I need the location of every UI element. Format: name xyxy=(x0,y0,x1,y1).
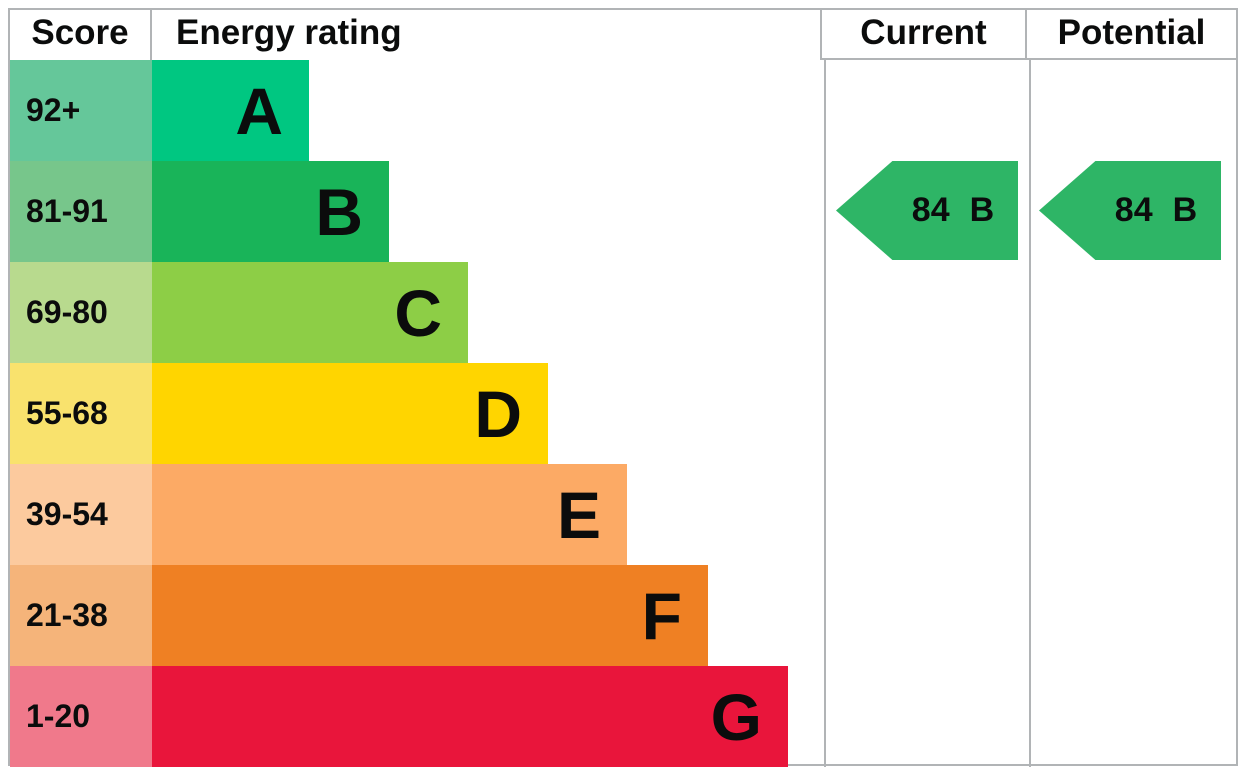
epc-table: Score Energy rating Current Potential 92… xyxy=(8,8,1238,767)
band-row-a: 92+ A xyxy=(10,60,824,161)
band-bar-g: G xyxy=(152,666,788,767)
table-body: 92+ A 81-91 B 69-80 C 55-68 D 39-54 E xyxy=(10,60,1236,767)
band-bar-d: D xyxy=(152,363,548,464)
potential-rating-arrow: 84 B xyxy=(1039,161,1221,260)
band-bar-b: B xyxy=(152,161,389,262)
band-letter: A xyxy=(235,73,283,148)
potential-rating-column: 84 B xyxy=(1029,60,1240,767)
band-bar-a: A xyxy=(152,60,309,161)
band-letter: B xyxy=(315,174,363,249)
band-row-c: 69-80 C xyxy=(10,262,824,363)
current-band-letter: B xyxy=(969,191,995,229)
score-range-label: 69-80 xyxy=(10,262,152,363)
current-rating-column: 84 B xyxy=(824,60,1029,767)
energy-rating-column-header: Energy rating xyxy=(176,13,402,52)
score-range-label: 1-20 xyxy=(10,666,152,767)
current-rating-arrow: 84 B xyxy=(836,161,1018,260)
band-row-d: 55-68 D xyxy=(10,363,824,464)
score-range-label: 92+ xyxy=(10,60,152,161)
score-range-label: 55-68 xyxy=(10,363,152,464)
band-row-e: 39-54 E xyxy=(10,464,824,565)
band-letter: D xyxy=(474,376,522,451)
band-letter: E xyxy=(556,477,601,552)
band-bar-c: C xyxy=(152,262,468,363)
band-bar-e: E xyxy=(152,464,627,565)
band-bar-f: F xyxy=(152,565,708,666)
band-row-f: 21-38 F xyxy=(10,565,824,666)
rating-bands-area: 92+ A 81-91 B 69-80 C 55-68 D 39-54 E xyxy=(10,60,824,767)
potential-column-header: Potential xyxy=(1025,10,1236,60)
band-letter: C xyxy=(394,275,442,350)
band-row-g: 1-20 G xyxy=(10,666,824,767)
score-range-label: 21-38 xyxy=(10,565,152,666)
score-range-label: 39-54 xyxy=(10,464,152,565)
table-header-row: Score Energy rating Current Potential xyxy=(10,10,1236,60)
score-range-label: 81-91 xyxy=(10,161,152,262)
potential-band-letter: B xyxy=(1172,191,1198,229)
potential-score-value: 84 xyxy=(1114,191,1153,229)
score-column-header: Score xyxy=(10,10,152,60)
current-score-value: 84 xyxy=(911,191,950,229)
band-row-b: 81-91 B xyxy=(10,161,824,262)
band-letter: F xyxy=(641,578,682,653)
band-letter: G xyxy=(710,679,762,754)
current-column-header: Current xyxy=(820,10,1025,60)
